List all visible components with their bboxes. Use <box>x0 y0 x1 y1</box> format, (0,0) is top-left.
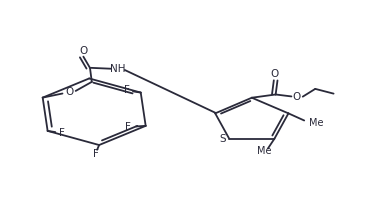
Text: Me: Me <box>309 118 323 128</box>
Text: F: F <box>59 128 64 138</box>
Text: Me: Me <box>257 146 272 156</box>
Text: F: F <box>125 122 131 132</box>
Text: F: F <box>92 149 98 159</box>
Text: S: S <box>219 134 226 144</box>
Text: F: F <box>124 85 130 95</box>
Text: O: O <box>65 87 73 97</box>
Text: O: O <box>270 69 279 79</box>
Text: O: O <box>293 92 301 102</box>
Text: O: O <box>79 46 88 56</box>
Text: NH: NH <box>110 64 125 74</box>
